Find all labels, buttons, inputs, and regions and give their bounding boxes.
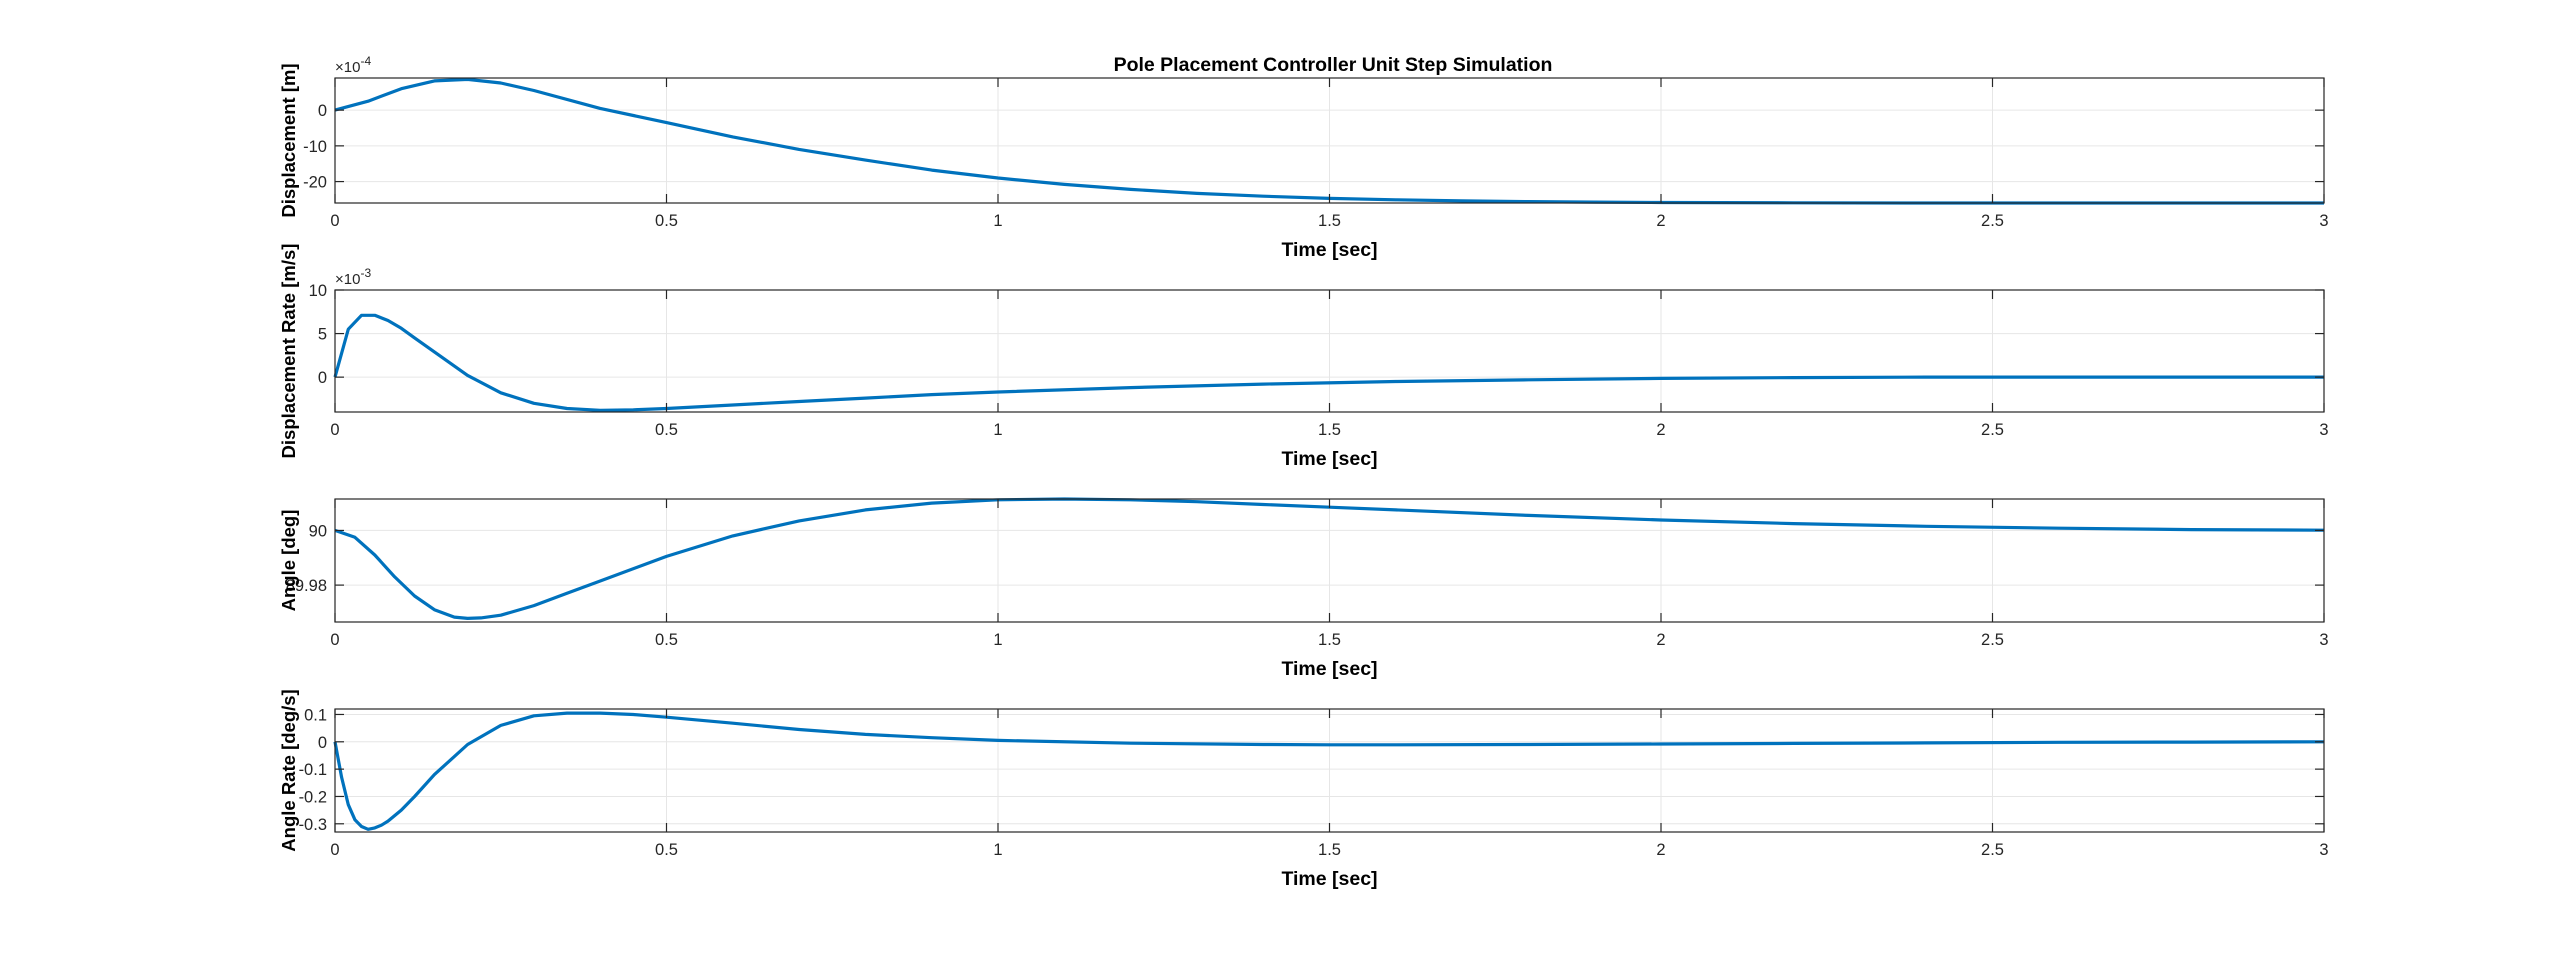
x-tick-label: 0.5 [655, 421, 678, 439]
y-tick-label: -0.1 [299, 761, 327, 779]
y-tick-label: 90 [309, 522, 327, 540]
y-axis-label: Angle Rate [deg/s] [278, 689, 299, 851]
x-tick-label: 1.5 [1318, 421, 1341, 439]
x-tick-label: 1 [993, 421, 1002, 439]
x-tick-label: 0 [330, 631, 339, 649]
x-tick-label: 0 [330, 212, 339, 230]
y-tick-label: 0 [318, 102, 327, 120]
series-line [334, 497, 2325, 620]
figure-title: Pole Placement Controller Unit Step Simu… [1114, 54, 1553, 76]
series-line [333, 711, 2325, 831]
subplot-2: 0 0.5 1 1.5 2 2.5 3 0 5 10 Time [sec] Displacement … [278, 244, 2329, 470]
x-tick-label: 3 [2319, 841, 2328, 859]
y-tick-label: 0 [318, 734, 327, 752]
y-axis-label: Displacement [m] [278, 63, 299, 217]
x-axis-label: Time [sec] [1281, 868, 1377, 890]
x-axis-label: Time [sec] [1281, 239, 1377, 261]
x-tick-label: 1.5 [1318, 631, 1341, 649]
x-tick-label: 1 [993, 212, 1002, 230]
x-tick-label: 2.5 [1981, 841, 2004, 859]
x-tick-label: 1.5 [1318, 212, 1341, 230]
x-tick-label: 3 [2319, 212, 2328, 230]
y-tick-label: 0.1 [304, 706, 327, 724]
x-tick-label: 1.5 [1318, 841, 1341, 859]
y-exponent-label: ×10-4 [335, 54, 371, 76]
y-axis-label: Angle [deg] [278, 510, 299, 612]
y-tick-label: -20 [303, 174, 327, 192]
y-tick-label: -0.3 [299, 816, 327, 834]
x-tick-label: 0.5 [655, 841, 678, 859]
x-axis-label: Time [sec] [1281, 448, 1377, 470]
x-tick-label: 2 [1656, 841, 1665, 859]
x-axis-label: Time [sec] [1281, 658, 1377, 680]
y-exponent-label: ×10-3 [335, 266, 371, 288]
x-tick-label: 0.5 [655, 631, 678, 649]
subplot-4: 0 0.5 1 1.5 2 2.5 3 -0.3 -0.2 -0.1 0 0.1 Time [sec] A… [278, 689, 2329, 890]
x-tick-label: 0 [330, 841, 339, 859]
subplot-1: 0 0.5 1 1.5 2 2.5 3 -20 -10 0 Time [sec] Displaceme… [278, 54, 2329, 261]
x-tick-label: 2.5 [1981, 421, 2004, 439]
series-line [333, 313, 2324, 412]
x-tick-label: 3 [2319, 421, 2328, 439]
x-tick-label: 3 [2319, 631, 2328, 649]
x-tick-label: 2 [1656, 631, 1665, 649]
x-tick-label: 2 [1656, 212, 1665, 230]
x-tick-label: 1 [993, 631, 1002, 649]
y-tick-label: -10 [303, 138, 327, 156]
y-tick-label: -0.2 [299, 788, 327, 806]
subplot-stack: 0 0.5 1 1.5 2 2.5 3 -20 -10 0 Time [sec] Displaceme… [278, 54, 2329, 890]
subplot-3: 0 0.5 1 1.5 2 2.5 3 89.98 90 Time [sec] Angle [deg… [278, 497, 2329, 680]
y-tick-label: 10 [309, 282, 327, 300]
x-tick-label: 0 [330, 421, 339, 439]
x-tick-label: 2 [1656, 421, 1665, 439]
x-tick-label: 1 [993, 841, 1002, 859]
y-tick-label: 89.98 [286, 577, 327, 595]
x-tick-label: 0.5 [655, 212, 678, 230]
x-tick-label: 2.5 [1981, 212, 2004, 230]
y-axis-label: Displacement Rate [m/s] [278, 244, 299, 459]
x-tick-label: 2.5 [1981, 631, 2004, 649]
y-tick-label: 5 [318, 326, 327, 344]
y-tick-label: 0 [318, 369, 327, 387]
